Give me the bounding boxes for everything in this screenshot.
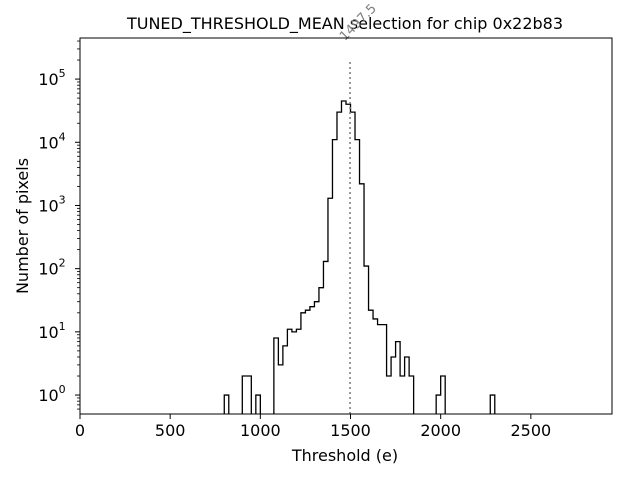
y-tick-label: 102 [38, 257, 65, 279]
y-axis-label: Number of pixels [13, 158, 32, 294]
x-axis-label: Threshold (e) [291, 446, 398, 465]
y-tick-label: 100 [38, 383, 65, 405]
histogram-step-line [223, 100, 496, 414]
y-tick-label: 104 [38, 130, 65, 152]
axes-frame [79, 37, 613, 415]
x-axis: 0 500 1000 1500 2000 2500 [75, 414, 551, 440]
plot-area: 1497.5 [223, 1, 496, 414]
y-tick-label: 103 [38, 193, 65, 215]
x-tick-label: 2500 [510, 421, 551, 440]
y-tick-label: 105 [38, 67, 65, 89]
x-tick-label: 500 [155, 421, 186, 440]
chart-title: TUNED_THRESHOLD_MEAN selection for chip … [126, 14, 563, 34]
y-axis: 100 101 102 103 104 105 [38, 40, 80, 410]
x-tick-label: 0 [75, 421, 85, 440]
x-tick-label: 2000 [420, 421, 461, 440]
y-tick-label: 101 [38, 320, 65, 342]
x-tick-label: 1500 [330, 421, 371, 440]
x-tick-label: 1000 [240, 421, 281, 440]
